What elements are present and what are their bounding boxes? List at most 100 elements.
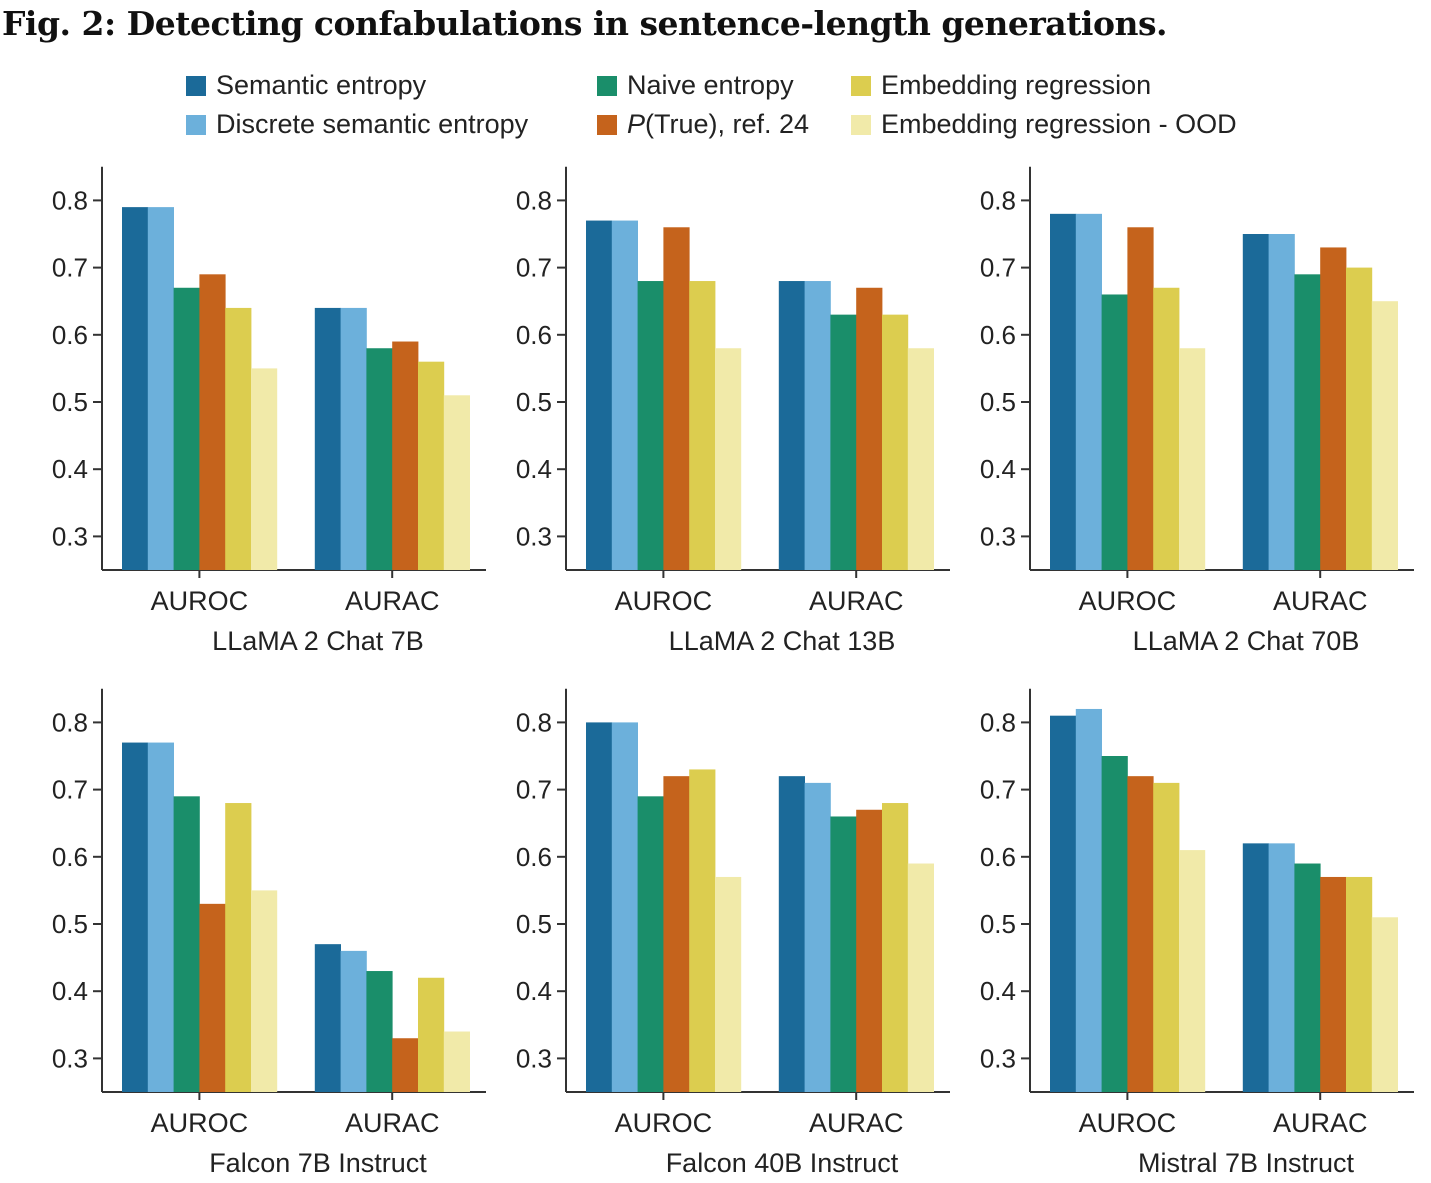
bar <box>199 274 226 570</box>
bar <box>1179 348 1206 570</box>
x-tick-label: AURAC <box>809 586 904 616</box>
chart-panel: 0.3 0.4 0.5 0.6 0.7 0.8 AUROC AURAC Mistral 7B I… <box>980 688 1414 1178</box>
bar <box>443 1031 470 1092</box>
x-tick-label: AUROC <box>615 1108 713 1138</box>
y-tick-label: 0.8 <box>516 185 552 215</box>
bar <box>392 1038 419 1092</box>
bar <box>366 971 393 1092</box>
y-tick-label: 0.5 <box>516 387 552 417</box>
chart-title: Falcon 40B Instruct <box>666 1148 899 1178</box>
y-tick-label: 0.4 <box>516 976 552 1006</box>
bar <box>586 722 613 1092</box>
bar <box>1371 917 1398 1092</box>
legend-swatch <box>186 75 206 96</box>
chart-title: LLaMA 2 Chat 70B <box>1133 626 1360 656</box>
bar <box>830 816 857 1092</box>
bar <box>1075 708 1102 1092</box>
bar <box>314 307 341 570</box>
bar <box>1153 287 1180 570</box>
legend-swatch <box>597 114 617 135</box>
bar <box>778 776 805 1092</box>
bar <box>122 742 149 1092</box>
bar <box>637 796 664 1092</box>
bar <box>340 950 367 1092</box>
y-tick-label: 0.3 <box>52 1043 88 1073</box>
bar <box>1127 776 1154 1092</box>
bar <box>1050 213 1077 570</box>
y-tick-label: 0.4 <box>980 454 1016 484</box>
bar <box>1320 876 1347 1092</box>
x-tick-label: AURAC <box>345 1108 440 1138</box>
bar <box>1075 213 1102 570</box>
x-tick-label: AUROC <box>151 586 249 616</box>
bar <box>1153 782 1180 1092</box>
bar <box>1371 301 1398 570</box>
bar <box>1101 294 1128 570</box>
legend-item-discrete-semantic-entropy: Discrete semantic entropy <box>186 109 528 140</box>
y-tick-label: 0.7 <box>980 775 1016 805</box>
legend-swatch <box>597 75 617 96</box>
y-tick-label: 0.6 <box>980 320 1016 350</box>
bar <box>907 863 934 1092</box>
y-tick-label: 0.6 <box>516 842 552 872</box>
legend-swatch <box>186 114 206 135</box>
x-tick-label: AURAC <box>1273 586 1368 616</box>
x-tick-label: AUROC <box>615 586 713 616</box>
y-tick-label: 0.3 <box>52 521 88 551</box>
bar <box>778 281 805 570</box>
legend-label: Semantic entropy <box>216 70 427 100</box>
x-tick-label: AURAC <box>345 586 440 616</box>
y-tick-label: 0.6 <box>52 320 88 350</box>
bar <box>1242 234 1269 570</box>
chart-panel: 0.3 0.4 0.5 0.6 0.7 0.8 AUROC AURAC Falcon 40B I… <box>516 688 950 1178</box>
y-tick-label: 0.6 <box>516 320 552 350</box>
bar <box>907 348 934 570</box>
x-tick-label: AUROC <box>151 1108 249 1138</box>
y-tick-label: 0.8 <box>516 707 552 737</box>
y-tick-label: 0.7 <box>52 253 88 283</box>
bar <box>443 395 470 570</box>
legend-item-embedding-regression-ood: Embedding regression - OOD <box>851 109 1237 140</box>
x-tick-label: AUROC <box>1079 1108 1177 1138</box>
bar <box>1346 876 1373 1092</box>
bar <box>251 368 278 570</box>
bar <box>173 287 200 570</box>
y-tick-label: 0.6 <box>52 842 88 872</box>
y-tick-label: 0.3 <box>516 521 552 551</box>
bar <box>147 742 174 1092</box>
legend-item-naive-entropy: Naive entropy <box>597 70 794 101</box>
y-tick-label: 0.4 <box>52 454 88 484</box>
bar <box>418 977 445 1092</box>
bar <box>611 220 638 570</box>
y-tick-label: 0.8 <box>52 185 88 215</box>
bar <box>689 281 716 570</box>
y-tick-label: 0.3 <box>980 1043 1016 1073</box>
bar <box>689 769 716 1092</box>
bar <box>856 287 883 570</box>
bar <box>586 220 613 570</box>
bar <box>173 796 200 1092</box>
y-tick-label: 0.8 <box>980 185 1016 215</box>
legend-swatch <box>851 114 871 135</box>
bar <box>611 722 638 1092</box>
legend: Semantic entropy Discrete semantic entro… <box>0 0 1431 160</box>
bar <box>715 348 742 570</box>
y-tick-label: 0.8 <box>980 707 1016 737</box>
bar <box>715 876 742 1092</box>
bar <box>1346 267 1373 570</box>
figure-title: Fig. 2: Detecting confabulations in sent… <box>2 4 1168 43</box>
bar <box>225 307 252 570</box>
y-tick-label: 0.4 <box>52 976 88 1006</box>
legend-item-semantic-entropy: Semantic entropy <box>186 70 426 101</box>
y-tick-label: 0.5 <box>980 387 1016 417</box>
bar <box>1268 843 1295 1092</box>
legend-label: Embedding regression <box>881 70 1152 100</box>
bar <box>1320 247 1347 570</box>
bar <box>1101 756 1128 1092</box>
bar <box>314 944 341 1092</box>
chart-title: Mistral 7B Instruct <box>1138 1148 1355 1178</box>
bar <box>122 207 149 570</box>
y-tick-label: 0.7 <box>52 775 88 805</box>
chart-panel: 0.3 0.4 0.5 0.6 0.7 0.8 AUROC AURAC Falcon 7B In… <box>52 688 486 1178</box>
